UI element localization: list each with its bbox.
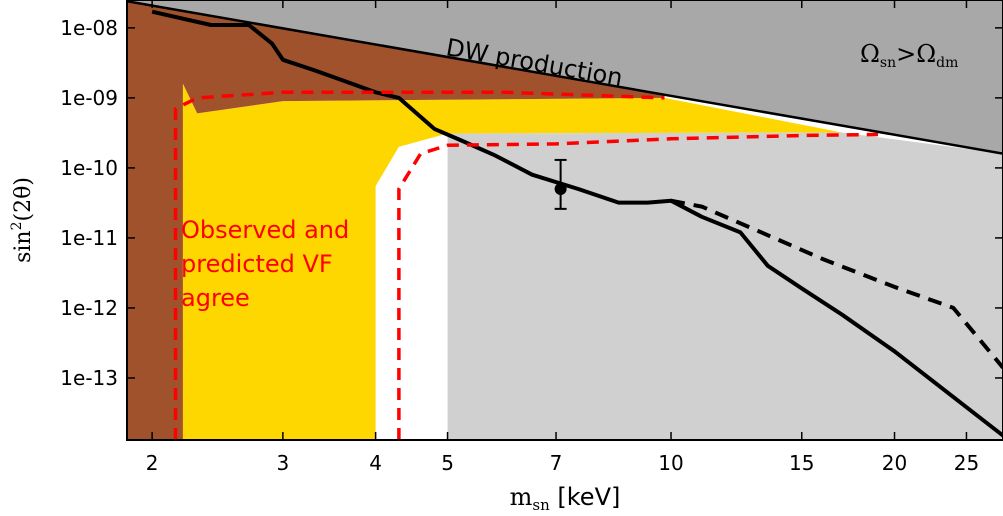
dw-boundary-line — [127, 0, 1003, 155]
x-tick-label: 20 — [882, 451, 907, 475]
y-tick-label: 1e-10 — [60, 156, 118, 180]
x-tick-label: 10 — [658, 451, 683, 475]
x-tick-label: 4 — [369, 451, 382, 475]
x-tick-label: 7 — [550, 451, 563, 475]
x-axis-label-main: m — [510, 483, 533, 511]
y-axis-label: sin2(2θ) — [9, 177, 36, 263]
y-tick-label: 1e-09 — [60, 86, 118, 110]
omega-main-2: Ω — [916, 40, 936, 68]
data-point — [554, 182, 567, 195]
y-axis-label-arg: (2θ) — [11, 177, 36, 221]
x-axis-label: msn [keV] — [510, 483, 621, 514]
y-axis-label-main: sin — [11, 230, 36, 263]
y-axis-label-sup: 2 — [9, 222, 25, 231]
omega-sub-2: dm — [936, 55, 958, 71]
grey-light-region — [447, 132, 1003, 440]
x-tick-label: 15 — [789, 451, 814, 475]
omega-sub-1: sn — [880, 55, 896, 71]
x-tick-label: 25 — [954, 451, 979, 475]
red-annotation-line1: Observed and — [181, 216, 349, 244]
x-tick-label: 5 — [441, 451, 454, 475]
x-axis-label-sub: sn — [532, 496, 550, 514]
axes: 2 3 4 5 7 10 15 20 25 1e-08 1e-09 1e-10 1e-11 1e-12 1e… — [9, 0, 1003, 514]
plot-frame — [126, 0, 1003, 441]
omega-op: > — [896, 40, 916, 68]
black-dashed — [670, 198, 1003, 369]
x-tick-label: 3 — [276, 451, 289, 475]
y-tick-label: 1e-13 — [60, 366, 118, 390]
y-tick-label: 1e-08 — [60, 16, 118, 40]
red-annotation-line2: predicted VF — [181, 250, 333, 278]
yellow-region — [182, 83, 843, 440]
red-annotation-line3: agree — [181, 284, 250, 312]
x-axis-label-unit: [keV] — [550, 483, 621, 511]
x-tick-label: 2 — [146, 451, 159, 475]
red-dashed-left — [173, 90, 665, 440]
y-tick-label: 1e-11 — [60, 226, 118, 250]
omega-label: Ωsn>Ωdm — [860, 40, 958, 71]
omega-main-1: Ω — [860, 40, 880, 68]
black-limit — [151, 9, 1003, 438]
y-tick-label: 1e-12 — [60, 296, 118, 320]
